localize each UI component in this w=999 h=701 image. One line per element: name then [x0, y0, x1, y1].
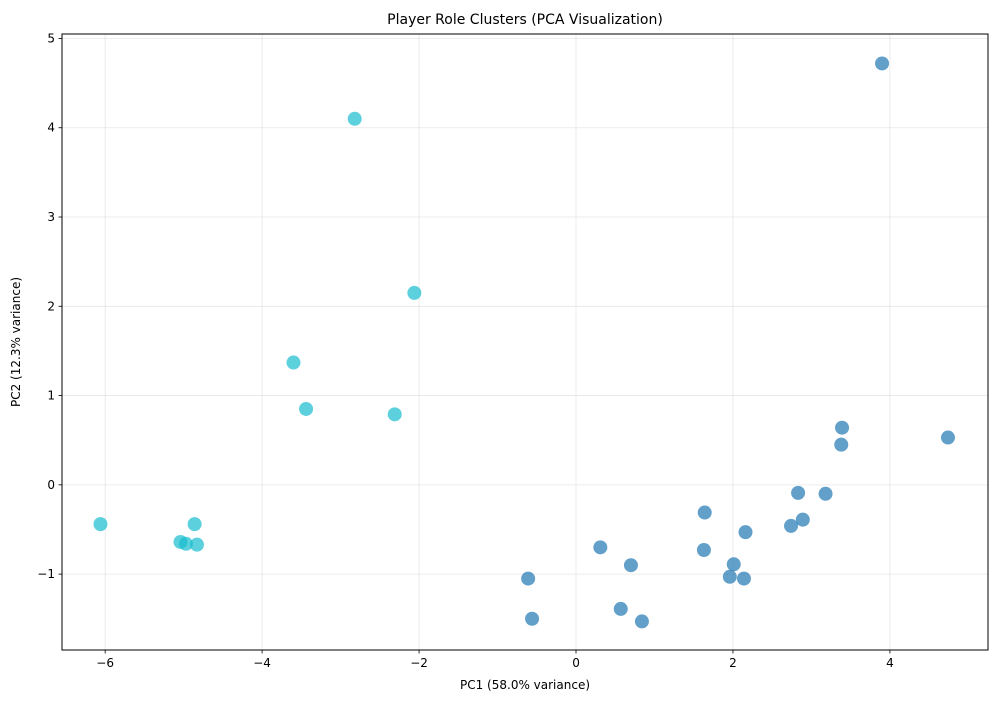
data-point	[834, 437, 849, 452]
data-point	[634, 614, 649, 629]
data-point	[613, 601, 628, 616]
data-point	[407, 285, 422, 300]
data-point	[189, 537, 204, 552]
y-tick-label: 1	[47, 389, 55, 403]
y-tick-label: 4	[47, 121, 55, 135]
x-tick-label: −6	[96, 656, 114, 670]
x-tick-label: 2	[729, 656, 737, 670]
data-point	[738, 525, 753, 540]
x-tick-label: −2	[410, 656, 428, 670]
data-point	[875, 56, 890, 71]
data-point	[521, 571, 536, 586]
data-point	[726, 557, 741, 572]
data-point	[697, 505, 712, 520]
x-tick-label: −4	[253, 656, 271, 670]
data-point	[795, 512, 810, 527]
data-point	[736, 571, 751, 586]
data-point	[940, 430, 955, 445]
y-tick-label: 0	[47, 478, 55, 492]
data-point	[286, 355, 301, 370]
y-tick-label: −1	[37, 567, 55, 581]
y-tick-label: 3	[47, 210, 55, 224]
data-point	[696, 543, 711, 558]
data-point	[299, 401, 314, 416]
data-point	[93, 517, 108, 532]
data-point	[347, 111, 362, 126]
x-tick-label: 0	[572, 656, 580, 670]
chart-title: Player Role Clusters (PCA Visualization)	[387, 12, 663, 28]
y-axis: −1 0 1 2 3 4 5	[37, 31, 62, 581]
y-axis-title: PC2 (12.3% variance)	[9, 277, 23, 407]
data-point	[818, 486, 833, 501]
data-points	[93, 56, 955, 629]
y-tick-label: 2	[47, 299, 55, 313]
data-point	[387, 407, 402, 422]
plot-frame	[61, 33, 989, 651]
data-point	[722, 569, 737, 584]
y-tick-label: 5	[47, 31, 55, 45]
x-axis-title: PC1 (58.0% variance)	[460, 678, 590, 692]
data-point	[525, 611, 540, 626]
x-axis: −6 −4 −2 0 2 4	[96, 650, 894, 670]
data-point	[784, 518, 799, 533]
data-point	[835, 420, 850, 435]
data-point	[178, 536, 193, 551]
data-point	[593, 540, 608, 555]
x-tick-label: 4	[886, 656, 894, 670]
data-point	[623, 558, 638, 573]
data-point	[791, 485, 806, 500]
grid	[62, 34, 988, 650]
data-point	[187, 517, 202, 532]
